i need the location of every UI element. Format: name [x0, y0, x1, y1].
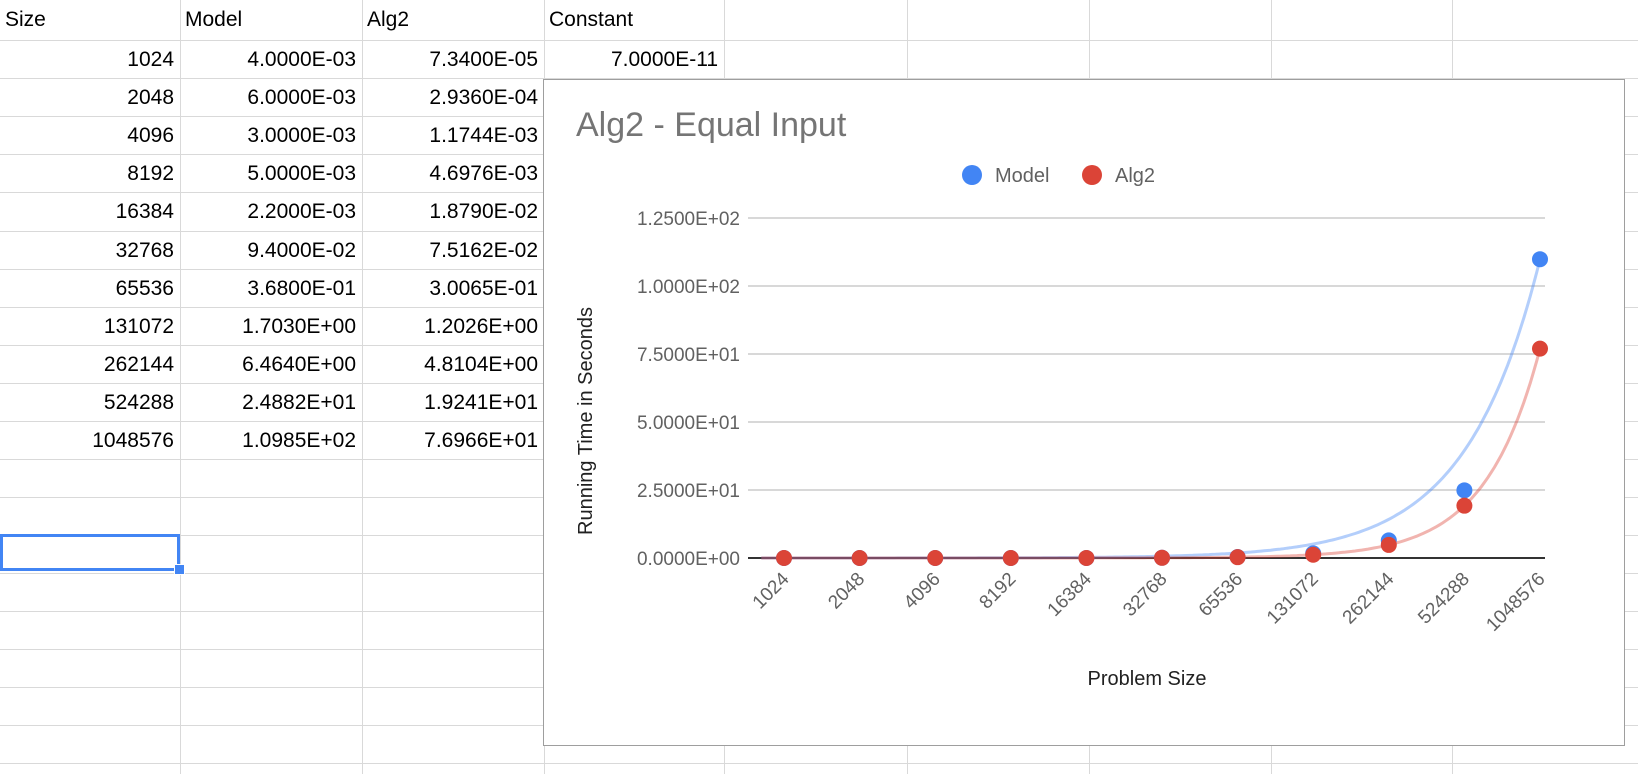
y-tick-label: 5.0000E+01 [637, 413, 740, 434]
chart-title: Alg2 - Equal Input [576, 106, 847, 144]
alg2-cell[interactable]: 2.9360E-04 [429, 86, 538, 109]
size-cell[interactable]: 262144 [103, 353, 174, 376]
x-tick-label: 262144 [1339, 568, 1399, 628]
gridlines [748, 217, 1545, 491]
column-gridline [362, 0, 363, 774]
row-gridline [0, 763, 1638, 764]
y-tick-label: 0.0000E+00 [637, 549, 740, 570]
selected-cell[interactable] [0, 534, 180, 571]
model-cell[interactable]: 4.0000E-03 [247, 48, 356, 71]
chart-container[interactable]: Alg2 - Equal Input Model Alg2 0.0000E+00… [543, 79, 1625, 746]
point-model [1456, 482, 1473, 499]
size-cell[interactable]: 32768 [115, 239, 174, 262]
model-cell[interactable]: 1.0985E+02 [242, 429, 356, 452]
y-axis-label: Running Time in Seconds [575, 307, 597, 535]
y-tick-label: 1.0000E+02 [637, 277, 740, 298]
x-tick-label: 1024 [749, 568, 794, 613]
alg2-cell[interactable]: 7.5162E-02 [429, 239, 538, 262]
constant-cell[interactable]: 7.0000E-11 [610, 48, 718, 71]
header-alg2[interactable]: Alg2 [367, 8, 410, 31]
alg2-cell[interactable]: 1.1744E-03 [429, 124, 538, 147]
alg2-cell[interactable]: 7.6966E+01 [424, 429, 538, 452]
scatter-chart: Alg2 - Equal Input Model Alg2 0.0000E+00… [575, 106, 1550, 690]
x-tick-label: 2048 [824, 569, 869, 614]
x-tick-label: 8192 [976, 569, 1021, 614]
y-tick-label: 7.5000E+01 [637, 345, 740, 366]
point-alg2 [1456, 497, 1473, 514]
x-axis-label: Problem Size [1088, 668, 1207, 690]
alg2-cell[interactable]: 1.2026E+00 [424, 315, 538, 338]
trendline-model [761, 258, 1542, 560]
y-tick-label: 2.5000E+01 [637, 481, 740, 502]
size-cell[interactable]: 1048576 [92, 429, 174, 452]
alg2-cell[interactable]: 3.0065E-01 [429, 277, 538, 300]
point-alg2 [1380, 536, 1397, 553]
x-tick-label: 524288 [1414, 569, 1474, 629]
model-cell[interactable]: 2.4882E+01 [242, 391, 356, 414]
point-alg2 [1078, 549, 1095, 566]
header-model[interactable]: Model [185, 8, 243, 31]
model-cell[interactable]: 5.0000E-03 [247, 162, 356, 185]
alg2-cell[interactable]: 4.6976E-03 [429, 162, 538, 185]
point-alg2 [776, 549, 792, 566]
y-tick-label: 1.2500E+02 [637, 209, 740, 230]
point-alg2 [1229, 549, 1246, 566]
legend-marker-alg2 [1082, 165, 1102, 185]
trendlines [761, 258, 1542, 560]
header-size[interactable]: Size [5, 8, 46, 31]
legend-marker-model [962, 165, 982, 185]
size-cell[interactable]: 4096 [127, 124, 174, 147]
point-alg2 [1532, 340, 1548, 357]
point-alg2 [1154, 549, 1170, 566]
x-tick-label: 1048576 [1482, 569, 1549, 636]
model-cell[interactable]: 9.4000E-02 [247, 239, 356, 262]
point-alg2 [1002, 549, 1019, 566]
alg2-cell[interactable]: 4.8104E+00 [424, 353, 538, 376]
point-model [1532, 251, 1548, 268]
y-axis-ticks: 0.0000E+00 2.5000E+01 5.0000E+01 7.5000E+01… [637, 209, 740, 570]
model-cell[interactable]: 6.0000E-03 [247, 86, 356, 109]
x-tick-label: 65536 [1195, 569, 1247, 621]
legend-label-alg2: Alg2 [1115, 165, 1155, 187]
size-cell[interactable]: 2048 [127, 86, 174, 109]
model-cell[interactable]: 3.6800E-01 [247, 277, 356, 300]
model-cell[interactable]: 2.2000E-03 [247, 200, 356, 223]
point-alg2 [851, 549, 868, 566]
trendline-alg2 [761, 348, 1542, 560]
alg2-cell[interactable]: 1.8790E-02 [429, 200, 538, 223]
row-gridline [0, 78, 1638, 79]
x-tick-label: 4096 [900, 569, 945, 614]
x-axis-ticks: 1024 2048 4096 8192 16384 32768 65536 131072 262… [749, 568, 1550, 635]
chart-legend: Model Alg2 [962, 165, 1155, 187]
model-cell[interactable]: 6.4640E+00 [242, 353, 356, 376]
alg2-cell[interactable]: 7.3400E-05 [429, 48, 538, 71]
size-cell[interactable]: 524288 [103, 391, 174, 414]
size-cell[interactable]: 65536 [115, 277, 174, 300]
size-cell[interactable]: 131072 [103, 315, 174, 338]
header-constant[interactable]: Constant [549, 8, 634, 31]
row-gridline [0, 40, 1638, 41]
model-cell[interactable]: 1.7030E+00 [242, 315, 356, 338]
size-cell[interactable]: 1024 [127, 48, 174, 71]
data-points [776, 251, 1548, 566]
size-cell[interactable]: 16384 [115, 200, 174, 223]
alg2-cell[interactable]: 1.9241E+01 [424, 391, 538, 414]
fill-handle[interactable] [174, 564, 185, 575]
point-alg2 [1305, 546, 1322, 563]
legend-label-model: Model [995, 165, 1049, 187]
x-tick-label: 16384 [1044, 568, 1097, 621]
x-tick-label: 32768 [1119, 569, 1171, 621]
point-alg2 [927, 549, 944, 566]
column-gridline [180, 0, 181, 774]
x-tick-label: 131072 [1263, 569, 1323, 629]
model-cell[interactable]: 3.0000E-03 [247, 124, 356, 147]
size-cell[interactable]: 8192 [127, 162, 174, 185]
